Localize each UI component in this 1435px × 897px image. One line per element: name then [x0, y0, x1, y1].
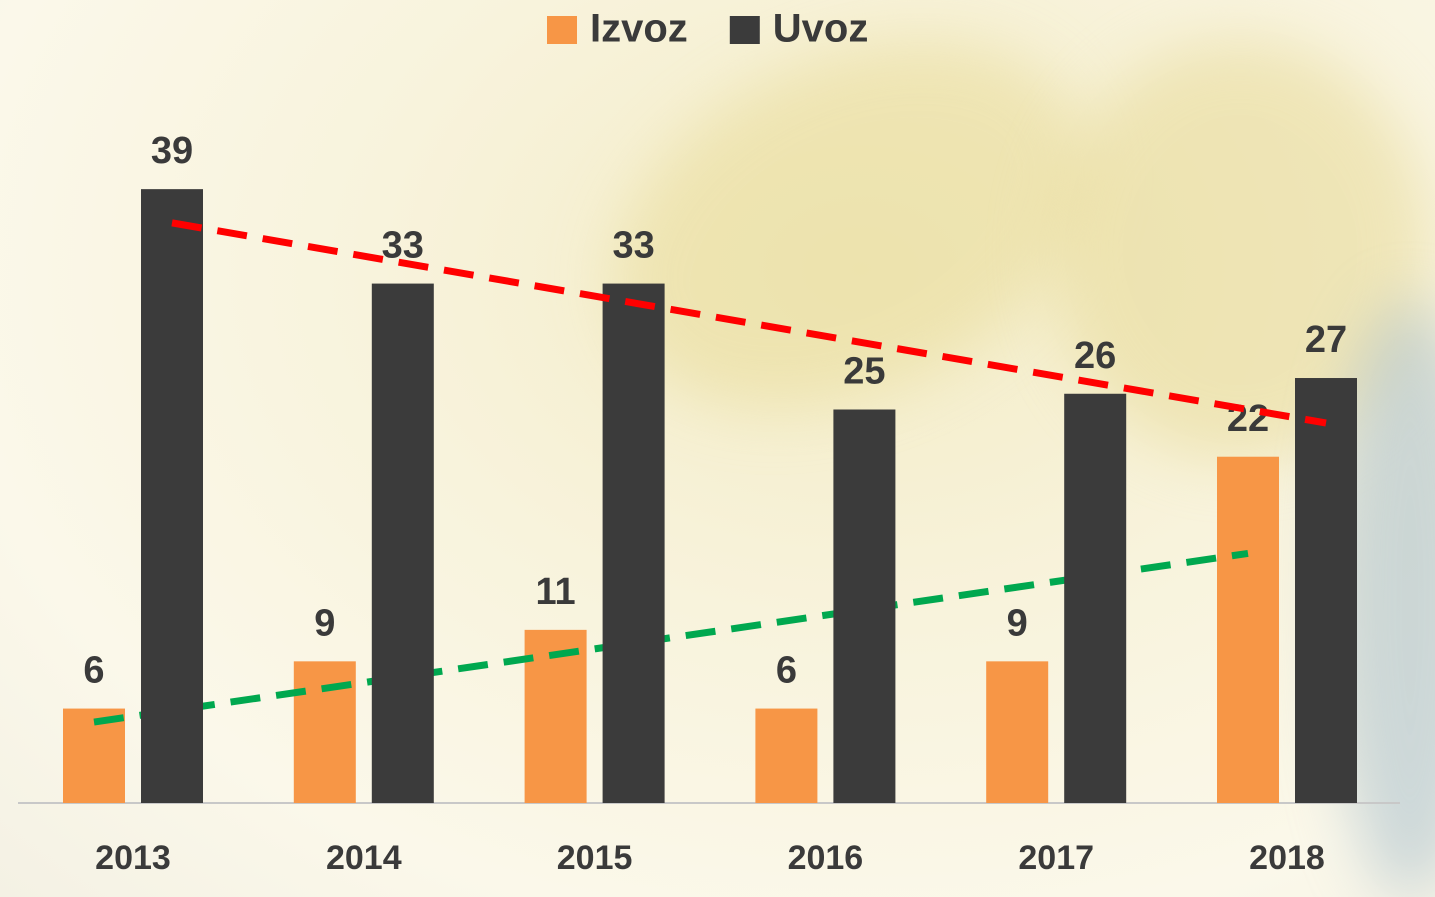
data-label: 9	[1007, 602, 1028, 644]
data-label: 27	[1305, 319, 1347, 361]
page: 6911692239333325262720132014201520162017…	[0, 0, 1435, 897]
data-label: 9	[314, 602, 335, 644]
data-label: 6	[776, 650, 797, 692]
legend-swatch	[547, 16, 577, 44]
bar	[833, 410, 895, 804]
bar	[603, 284, 665, 803]
x-tick-label: 2015	[557, 839, 633, 877]
x-tick-label: 2017	[1018, 839, 1094, 877]
data-label: 11	[536, 571, 576, 613]
bar	[1217, 457, 1279, 803]
bar	[372, 284, 434, 803]
legend-swatch	[730, 16, 760, 44]
bar	[755, 709, 817, 803]
bar	[63, 709, 125, 803]
data-label: 25	[843, 351, 885, 393]
x-tick-label: 2013	[95, 839, 171, 877]
data-label: 33	[612, 225, 654, 267]
bar	[1064, 394, 1126, 803]
bar	[1295, 378, 1357, 803]
bar	[986, 661, 1048, 803]
x-tick-label: 2016	[788, 839, 864, 877]
x-tick-label: 2014	[326, 839, 402, 877]
data-label: 26	[1074, 335, 1116, 377]
bar	[141, 189, 203, 803]
chart: 6911692239333325262720132014201520162017…	[0, 0, 1435, 897]
data-label: 39	[151, 130, 193, 172]
legend-label[interactable]: Izvoz	[590, 7, 688, 51]
x-tick-label: 2018	[1249, 839, 1325, 877]
trendline	[172, 223, 1326, 423]
data-label: 6	[83, 650, 104, 692]
legend-label[interactable]: Uvoz	[773, 7, 869, 51]
